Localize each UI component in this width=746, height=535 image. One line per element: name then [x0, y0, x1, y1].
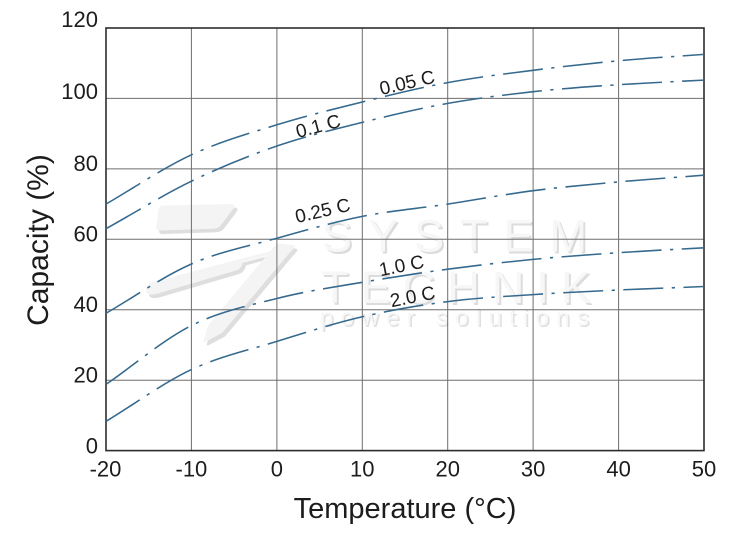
svg-text:10: 10 — [350, 457, 374, 482]
svg-text:SYSTEM: SYSTEM — [322, 211, 587, 262]
svg-text:50: 50 — [692, 457, 716, 482]
svg-text:40: 40 — [606, 457, 630, 482]
svg-text:0.05 C: 0.05 C — [378, 67, 437, 100]
svg-text:80: 80 — [74, 151, 98, 176]
svg-text:60: 60 — [74, 222, 98, 247]
svg-text:-10: -10 — [176, 457, 208, 482]
svg-text:0: 0 — [86, 434, 98, 459]
svg-text:20: 20 — [435, 457, 459, 482]
svg-text:Capacity (%): Capacity (%) — [22, 154, 55, 326]
svg-text:-20: -20 — [90, 457, 122, 482]
svg-text:20: 20 — [74, 363, 98, 388]
svg-text:Temperature (°C): Temperature (°C) — [294, 493, 517, 525]
svg-text:power solutions: power solutions — [320, 305, 589, 332]
svg-text:40: 40 — [74, 292, 98, 317]
svg-text:100: 100 — [61, 79, 98, 104]
svg-text:TECHNIK: TECHNIK — [321, 262, 591, 313]
svg-text:30: 30 — [521, 457, 545, 482]
svg-text:120: 120 — [61, 7, 98, 32]
svg-text:power solutions: power solutions — [322, 306, 591, 333]
svg-text:TECHNIK: TECHNIK — [323, 264, 593, 315]
svg-text:0.1 C: 0.1 C — [294, 111, 343, 143]
svg-text:0: 0 — [271, 457, 283, 482]
